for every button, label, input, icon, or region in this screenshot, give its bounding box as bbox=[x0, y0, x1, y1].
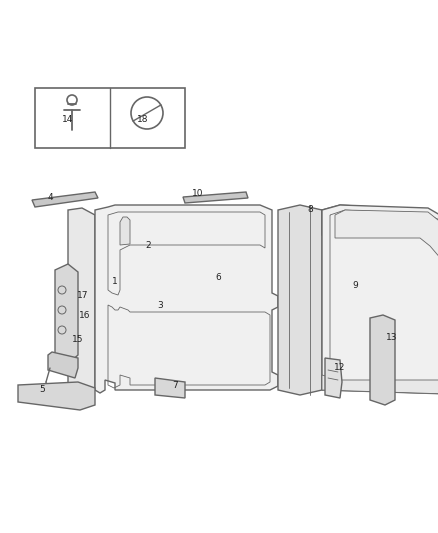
Text: 12: 12 bbox=[334, 364, 346, 373]
Text: 3: 3 bbox=[157, 301, 163, 310]
Polygon shape bbox=[322, 205, 438, 262]
Text: 5: 5 bbox=[39, 385, 45, 394]
Polygon shape bbox=[325, 358, 342, 398]
Text: 17: 17 bbox=[77, 290, 89, 300]
Polygon shape bbox=[32, 192, 98, 207]
Text: 2: 2 bbox=[145, 240, 151, 249]
Text: 18: 18 bbox=[137, 116, 149, 125]
Text: 1: 1 bbox=[112, 278, 118, 287]
Polygon shape bbox=[68, 208, 95, 395]
Polygon shape bbox=[18, 382, 95, 410]
Text: 8: 8 bbox=[307, 206, 313, 214]
Polygon shape bbox=[335, 210, 438, 262]
Text: 10: 10 bbox=[192, 189, 204, 198]
Polygon shape bbox=[95, 205, 278, 393]
Text: 15: 15 bbox=[72, 335, 84, 344]
Polygon shape bbox=[155, 378, 185, 398]
Text: 6: 6 bbox=[215, 273, 221, 282]
Polygon shape bbox=[278, 205, 322, 395]
Polygon shape bbox=[322, 205, 438, 395]
Polygon shape bbox=[35, 88, 185, 148]
Polygon shape bbox=[55, 264, 78, 362]
Text: 13: 13 bbox=[386, 334, 398, 343]
Polygon shape bbox=[370, 315, 395, 405]
Text: 4: 4 bbox=[47, 193, 53, 203]
Text: 14: 14 bbox=[62, 116, 74, 125]
Polygon shape bbox=[183, 192, 248, 203]
Polygon shape bbox=[322, 375, 438, 395]
Text: 7: 7 bbox=[172, 381, 178, 390]
Text: 16: 16 bbox=[79, 311, 91, 319]
Polygon shape bbox=[120, 217, 130, 245]
Text: 9: 9 bbox=[352, 280, 358, 289]
Polygon shape bbox=[48, 352, 78, 378]
